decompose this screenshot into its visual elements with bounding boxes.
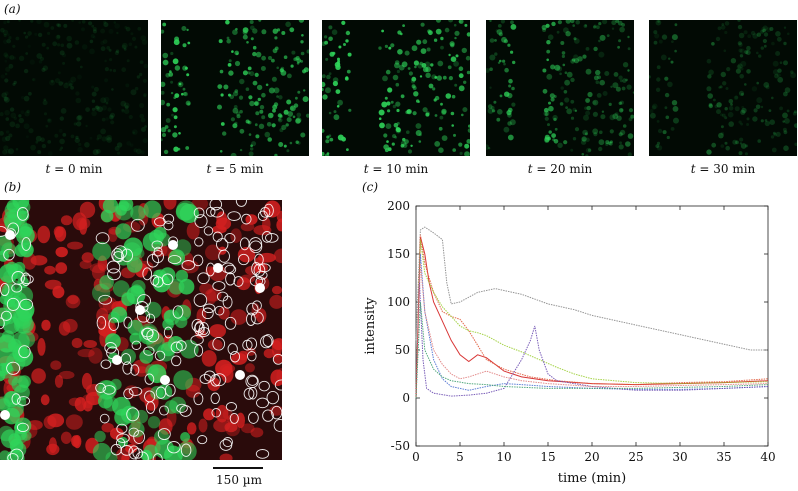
frame-4 (649, 20, 797, 156)
frame-1 (161, 20, 309, 156)
x-tick-label: 20 (584, 450, 599, 464)
x-tick-label: 35 (716, 450, 731, 464)
panel-c-label: (c) (362, 180, 379, 194)
frame-time-value: 10 min (386, 162, 429, 176)
segmented-cells-image (0, 200, 282, 460)
series-line-5 (415, 282, 769, 399)
x-tick-label: 25 (628, 450, 643, 464)
frame-caption-3: t = 20 min (486, 162, 634, 176)
scale-bar (213, 467, 263, 469)
series-line-6 (415, 263, 769, 399)
x-axis-label: time (min) (558, 471, 627, 486)
frame-equals: = (50, 162, 69, 176)
frame-0 (0, 20, 148, 156)
frame-equals: = (695, 162, 714, 176)
series-line-7 (415, 301, 769, 399)
panel-b-label: (b) (4, 180, 22, 194)
x-tick-label: 30 (672, 450, 687, 464)
frame-time-value: 5 min (229, 162, 264, 176)
frame-time-symbol: t (527, 162, 533, 176)
frame-3 (486, 20, 634, 156)
y-tick-label: 150 (387, 247, 410, 261)
scale-bar-label: 150 µm (216, 473, 262, 487)
series-line-1 (415, 236, 769, 399)
x-tick-label: 0 (412, 450, 420, 464)
frame-time-symbol: t (363, 162, 369, 176)
frame-time-symbol: t (45, 162, 51, 176)
frame-caption-1: t = 5 min (161, 162, 309, 176)
frame-caption-0: t = 0 min (0, 162, 148, 176)
y-tick-label: 100 (387, 295, 410, 309)
frame-equals: = (368, 162, 387, 176)
x-tick-label: 15 (540, 450, 555, 464)
x-tick-label: 40 (760, 450, 775, 464)
frame-2 (322, 20, 470, 156)
x-tick-label: 5 (456, 450, 464, 464)
y-axis-label: intensity (363, 297, 378, 355)
frame-time-value: 0 min (68, 162, 103, 176)
panel-a-label: (a) (4, 2, 21, 16)
series-line-2 (415, 234, 769, 399)
frame-time-symbol: t (206, 162, 212, 176)
series-line-0 (415, 226, 768, 351)
frame-time-value: 20 min (550, 162, 593, 176)
frame-caption-2: t = 10 min (322, 162, 470, 176)
series-line-4 (415, 253, 769, 399)
frame-equals: = (211, 162, 230, 176)
frame-caption-4: t = 30 min (649, 162, 797, 176)
plot-frame (415, 205, 769, 447)
y-tick-label: 50 (395, 343, 410, 357)
frame-equals: = (532, 162, 551, 176)
y-tick-label: 0 (402, 391, 410, 405)
y-tick-label: 200 (387, 199, 410, 213)
frame-time-value: 30 min (713, 162, 756, 176)
series-line-3 (415, 239, 769, 399)
y-tick-label: -50 (391, 439, 410, 453)
x-tick-label: 10 (496, 450, 511, 464)
frame-time-symbol: t (690, 162, 696, 176)
